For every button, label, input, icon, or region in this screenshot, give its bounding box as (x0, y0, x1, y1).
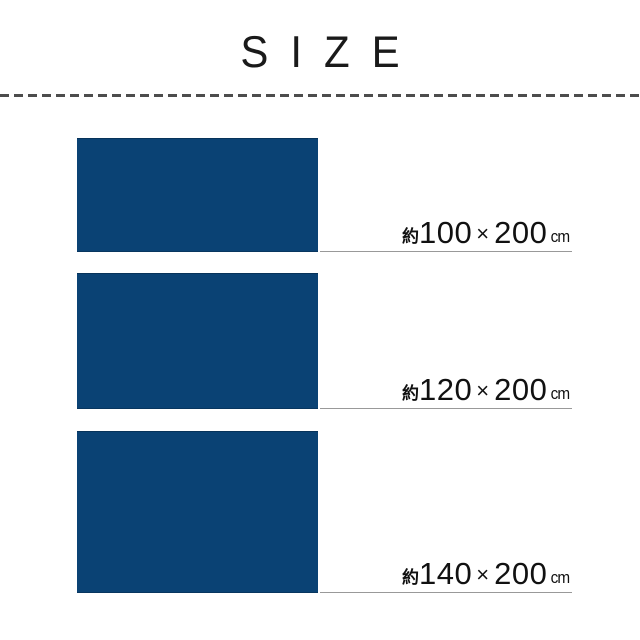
multiply-icon: × (476, 378, 490, 403)
size-width-value: 120 (419, 372, 473, 407)
size-label: 約140 × 200 cm (402, 558, 572, 589)
size-unit: cm (550, 384, 570, 403)
size-length-value: 200 (494, 215, 548, 250)
dashed-divider (0, 94, 640, 97)
size-width-value: 100 (419, 215, 473, 250)
approx-symbol: 約 (402, 227, 419, 246)
size-width-value: 140 (419, 556, 473, 591)
size-label: 約120 × 200 cm (402, 374, 572, 405)
page-title: SIZE (240, 26, 422, 77)
size-label-block: 約140 × 200 cm (320, 553, 572, 593)
size-swatch (77, 138, 318, 252)
approx-symbol: 約 (402, 568, 419, 587)
size-swatch (77, 431, 318, 593)
multiply-icon: × (476, 562, 490, 587)
size-length-value: 200 (494, 556, 548, 591)
size-unit: cm (550, 227, 570, 246)
size-label-block: 約120 × 200 cm (320, 369, 572, 409)
size-unit: cm (550, 568, 570, 587)
page-title-area: SIZE (0, 26, 640, 77)
size-label-block: 約100 × 200 cm (320, 212, 572, 252)
size-label: 約100 × 200 cm (402, 217, 572, 248)
size-swatch (77, 273, 318, 409)
approx-symbol: 約 (402, 384, 419, 403)
size-length-value: 200 (494, 372, 548, 407)
multiply-icon: × (476, 221, 490, 246)
